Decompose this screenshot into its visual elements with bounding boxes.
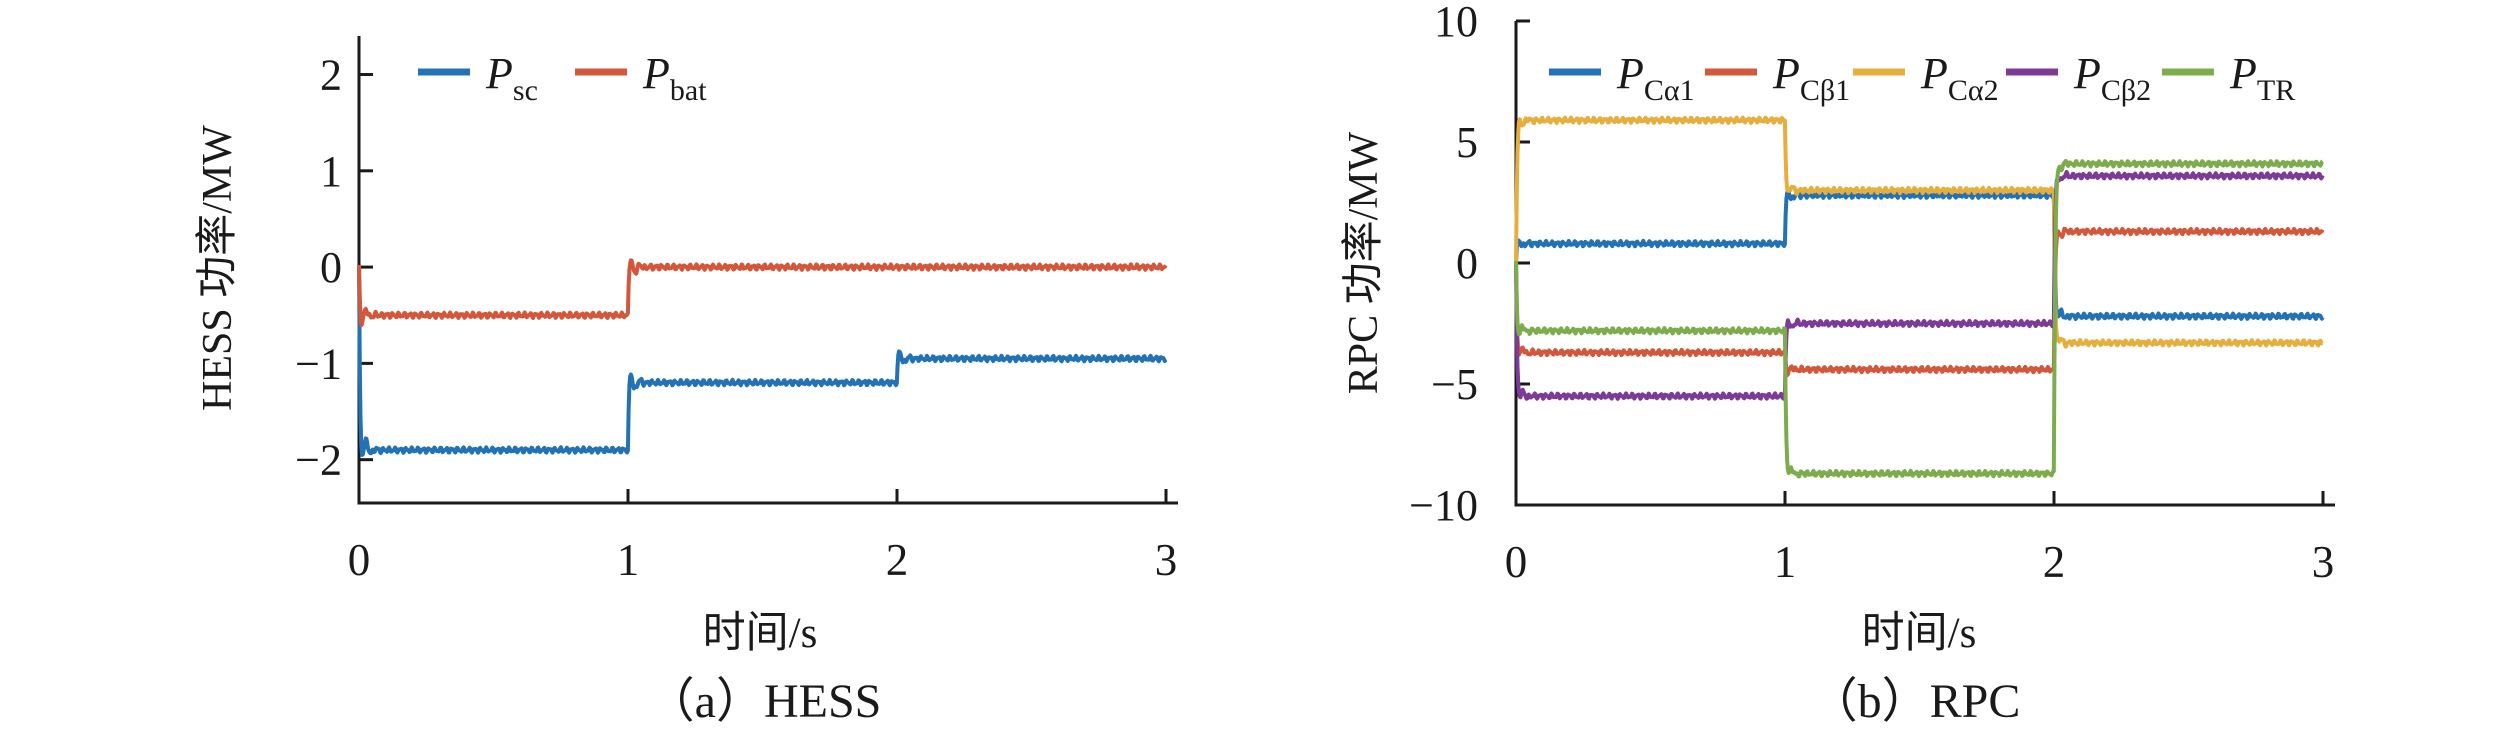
legend-label-P_Ca1: PCα1 [1616,49,1695,107]
legend-label-P_Ca2: PCα2 [1920,49,1999,107]
series-P_Ca2 [1514,115,2324,349]
y-tick-label: 5 [1456,118,1478,167]
legend-label-P_TR: PTR [2229,49,2295,107]
legend-label-P_Cb1: PCβ1 [1772,49,1850,107]
rpc-caption: （b）RPC [1809,675,2021,728]
x-tick-label: 3 [1155,535,1178,585]
y-tick-label: −1 [295,339,342,388]
rpc-chart: 10 5 0 −5 −10 0 1 2 3 PCα1 PCβ1 PCα2 PCβ2 PTR [1409,0,2335,587]
y-tick-label: 1 [320,147,342,196]
x-tick-label: 3 [2312,537,2335,587]
series-P_Cb1 [1514,226,2325,378]
y-tick-label: 0 [320,243,342,292]
legend-label-P_bat: Pbat [642,49,707,107]
hess-chart: 2 1 0 −1 −2 0 1 2 3 Psc Pbat [295,36,1178,585]
y-tick-label: 10 [1434,0,1478,46]
hess-caption: （a）HESS [646,675,882,728]
y-tick-label: 2 [320,51,342,100]
y-tick-label: −5 [1431,360,1478,409]
series-P_bat [357,258,1168,328]
y-tick-label: −10 [1409,481,1478,530]
hess-y-axis-label: HESS 功率/MW [195,125,241,411]
rpc-x-axis-label: 时间/s [1861,610,1977,657]
series-P_TR [1514,158,2324,479]
axes [357,36,1178,505]
y-tick-label: 0 [1456,239,1478,288]
x-tick-label: 0 [348,535,371,585]
x-tick-label: 0 [1505,537,1528,587]
legend-label-P_sc: Psc [485,49,538,107]
x-tick-label: 2 [2043,537,2066,587]
series-P_sc [357,267,1168,457]
hess-x-axis-label: 时间/s [702,610,818,657]
x-tick-label: 2 [886,535,909,585]
x-tick-label: 1 [1774,537,1797,587]
series-P_Cb2 [1514,170,2325,401]
y-tick-label: −2 [295,436,342,485]
series-P_Ca1 [1514,189,2325,321]
legend-label-P_Cb2: PCβ2 [2073,49,2151,107]
rpc-y-axis-label: RPC 功率/MW [1341,131,1387,395]
x-tick-label: 1 [617,535,640,585]
